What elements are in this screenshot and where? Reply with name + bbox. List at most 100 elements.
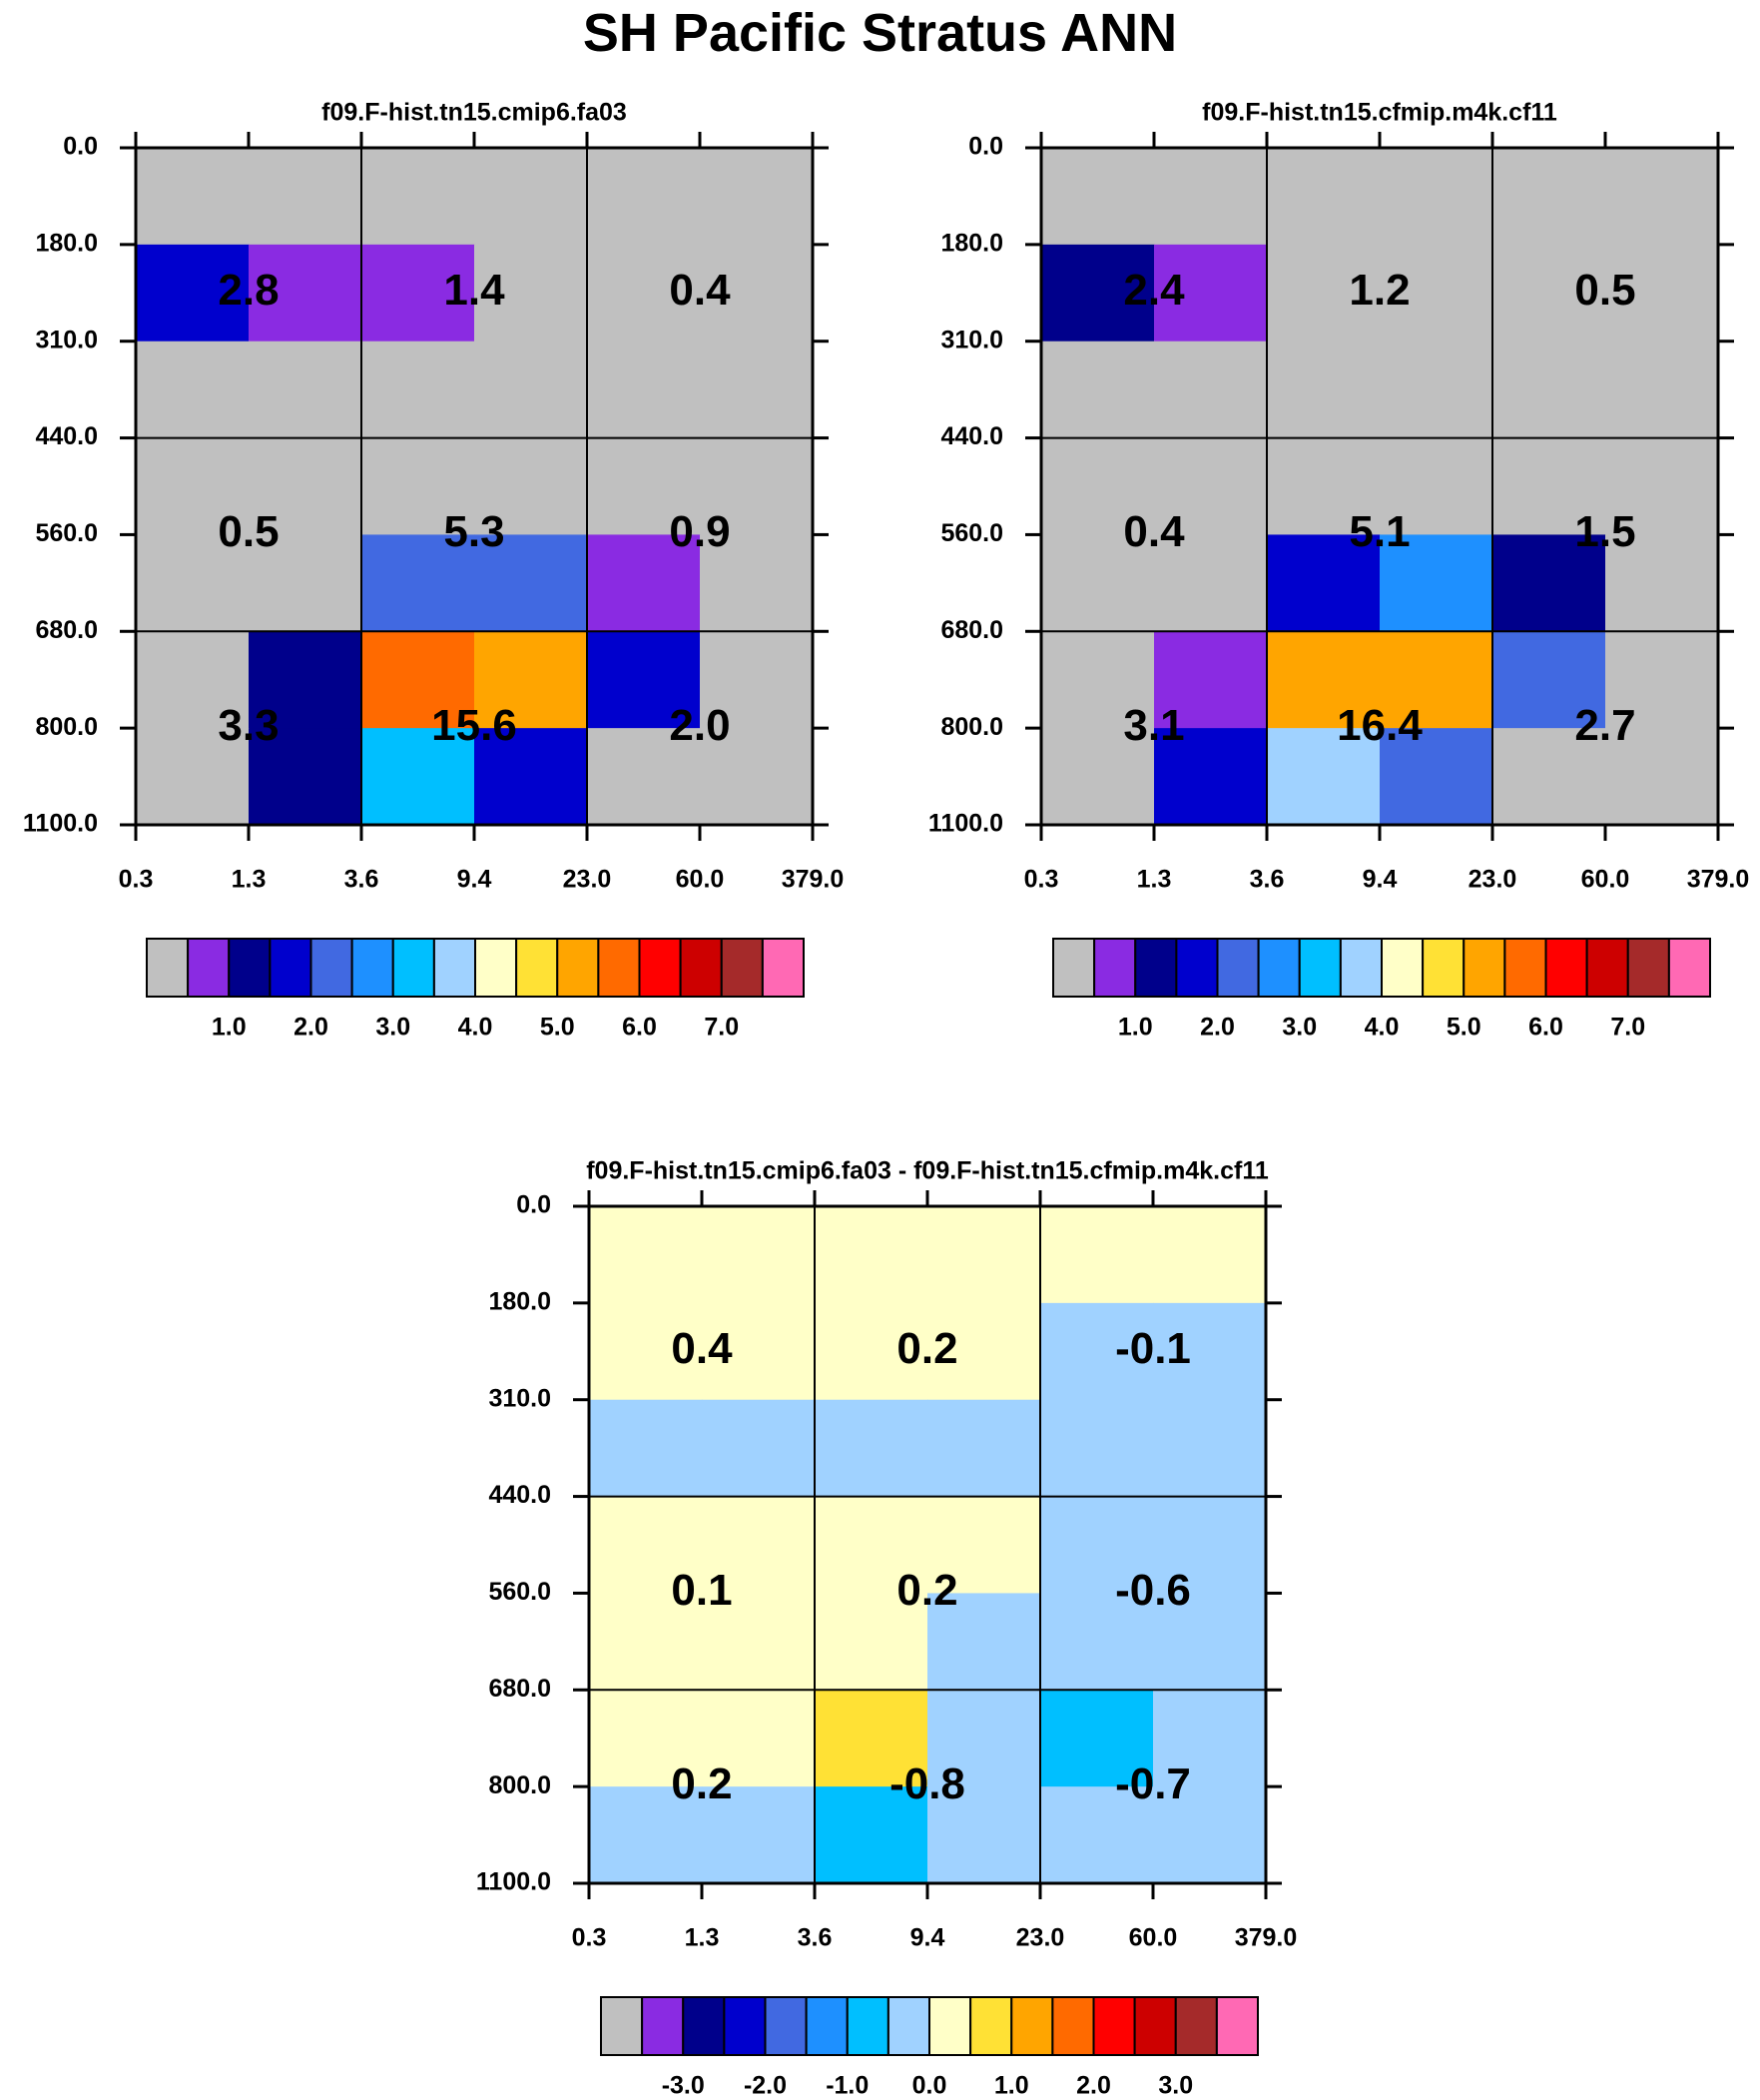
heatmap-cell [1041,244,1155,343]
heatmap-cell [1380,148,1493,246]
heatmap-cell [136,534,250,632]
data-label: 0.4 [1123,507,1185,556]
colorbar-swatch [391,938,435,998]
heatmap-cell [1380,728,1493,826]
y-tick-label: 440.0 [35,422,98,450]
y-tick-label: 800.0 [940,713,1003,741]
heatmap-cell [589,1206,703,1304]
data-label: 1.5 [1574,507,1635,556]
colorbar-label: 2.0 [293,1014,328,1042]
colorbar-label: 6.0 [1528,1014,1563,1042]
colorbar-swatch [846,1996,889,2056]
colorbar-label: 1.0 [1118,1014,1153,1042]
heatmap-cell [815,1690,928,1787]
colorbar-swatch [886,1996,930,2056]
y-tick-label: 0.0 [968,133,1003,161]
heatmap-cell [1040,1786,1154,1884]
heatmap-cell [702,1593,816,1691]
heatmap-cell [1267,534,1381,632]
heatmap-cell [702,1302,816,1401]
heatmap-cell [700,341,814,439]
heatmap-cell [700,728,814,826]
colorbar-label: 6.0 [622,1014,657,1042]
heatmap-cell [927,1206,1041,1304]
heatmap-cell [927,1786,1041,1884]
x-tick-label: 379.0 [782,866,845,894]
heatmap-cell [1154,631,1268,729]
colorbar-swatch [723,1996,767,2056]
data-label: 3.1 [1123,701,1184,750]
heatmap-cell [1041,437,1155,536]
x-tick-label: 1.3 [1137,866,1172,894]
heatmap-cell [589,1786,703,1884]
heatmap-cell [361,534,475,632]
colorbar-swatch [1298,938,1342,998]
heatmap-cell [361,728,475,826]
heatmap-cell [702,1786,816,1884]
heatmap-cell [702,1399,816,1498]
colorbar-swatch [1257,938,1301,998]
x-tick-label: 1.3 [685,1924,720,1952]
colorbar-swatch [146,938,190,998]
y-tick-label: 560.0 [35,519,98,547]
heatmap-cell [1153,1786,1267,1884]
heatmap-cell [589,1496,703,1595]
heatmap-cell [1492,437,1606,536]
heatmap-cell [249,341,362,439]
data-label: 0.4 [669,266,731,315]
heatmap-cell [1605,728,1719,826]
heatmap-cell [587,437,701,536]
heatmap-cell [136,728,250,826]
heatmap-cell [1380,631,1493,729]
heatmap-cell [1605,631,1719,729]
colorbar-label: 1.0 [212,1014,247,1042]
heatmap-cell [589,1399,703,1498]
heatmap-cell [702,1496,816,1595]
heatmap-cell [474,341,588,439]
heatmap-cell [1380,534,1493,632]
colorbar-swatch [682,1996,726,2056]
heatmap-cell [1492,728,1606,826]
colorbar-label: 4.0 [458,1014,493,1042]
heatmap-cell [1041,631,1155,729]
colorbar-swatch [350,938,394,998]
heatmap-cell [587,244,701,343]
x-tick-label: 3.6 [798,1924,833,1952]
heatmap-cell [700,437,814,536]
y-tick-label: 800.0 [35,713,98,741]
y-tick-label: 440.0 [488,1481,551,1509]
heatmap-cell [589,1593,703,1691]
heatmap-cell [815,1786,928,1884]
heatmap-cell [927,1302,1041,1401]
heatmap-cell [1153,1302,1267,1401]
heatmap-cell [1154,244,1268,343]
y-tick-label: 180.0 [940,229,1003,257]
heatmap-cell [702,1206,816,1304]
heatmap-cell [249,437,362,536]
x-tick-label: 23.0 [563,866,612,894]
heatmap-cell [1605,148,1719,246]
heatmap-cell [1153,1399,1267,1498]
colorbar-label: 1.0 [994,2072,1029,2100]
colorbar-swatch [1175,938,1219,998]
heatmap-cell [361,341,475,439]
colorbar-swatch [228,938,272,998]
heatmap-cell [249,728,362,826]
heatmap-cell [815,1496,928,1595]
colorbar-swatch [1174,1996,1218,2056]
heatmap-cell [927,1496,1041,1595]
heatmap-cell [136,148,250,246]
heatmap-cell [136,437,250,536]
data-label: 2.4 [1123,266,1185,315]
data-label: 0.5 [218,507,279,556]
colorbar-swatch [805,1996,849,2056]
colorbar-label: 2.0 [1200,1014,1235,1042]
heatmap-cell [1492,341,1606,439]
heatmap-cell [1041,534,1155,632]
colorbar-swatch [1503,938,1547,998]
heatmap-cell [1041,148,1155,246]
x-tick-label: 0.3 [119,866,154,894]
colorbar-swatch [1133,1996,1177,2056]
colorbar-swatch [1215,1996,1259,2056]
